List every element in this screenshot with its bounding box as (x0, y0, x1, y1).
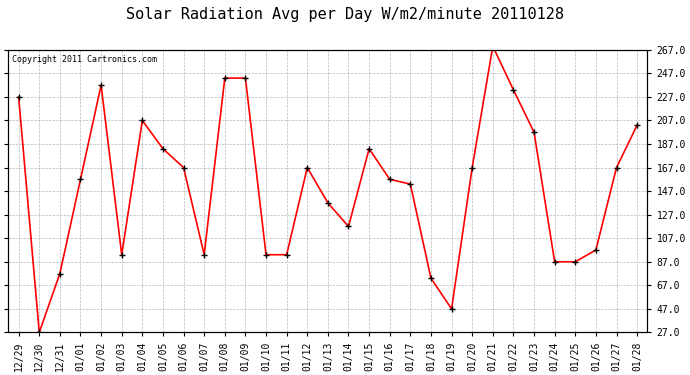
Text: Solar Radiation Avg per Day W/m2/minute 20110128: Solar Radiation Avg per Day W/m2/minute … (126, 8, 564, 22)
Text: Copyright 2011 Cartronics.com: Copyright 2011 Cartronics.com (12, 56, 157, 64)
